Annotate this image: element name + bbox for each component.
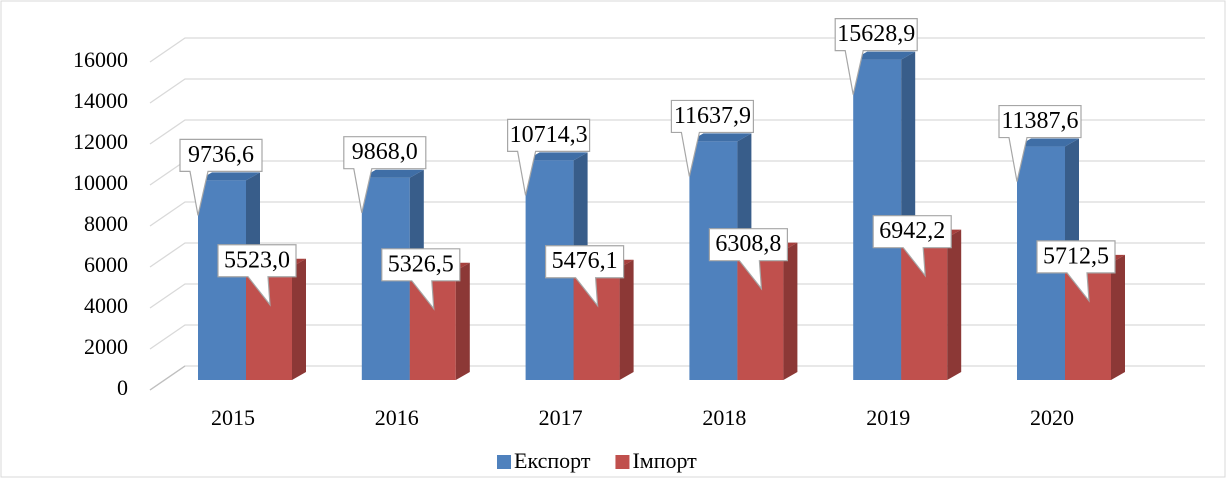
- callout: [217, 244, 297, 307]
- data-label: 11387,6: [1001, 108, 1078, 134]
- x-tick-label: 2020: [1030, 405, 1074, 430]
- bar-side: [292, 258, 306, 380]
- legend-label: Імпорт: [632, 448, 697, 473]
- bar: [573, 259, 634, 380]
- data-label: 15628,9: [837, 21, 915, 47]
- bar-top: [198, 172, 260, 181]
- y-tick-label: 6000: [84, 252, 128, 277]
- data-label: 5712,5: [1043, 243, 1109, 269]
- data-label: 5476,1: [552, 248, 618, 274]
- data-label: 6942,2: [879, 218, 945, 244]
- y-tick-label: 16000: [73, 47, 128, 72]
- callout: [179, 138, 263, 216]
- legend-swatch: [615, 455, 630, 469]
- y-tick-label: 4000: [84, 293, 128, 318]
- data-label: 9868,0: [352, 139, 418, 165]
- bar-top: [525, 152, 588, 161]
- bar-front: [198, 180, 246, 380]
- x-tick-label: 2018: [702, 405, 746, 430]
- bar-top: [1017, 138, 1079, 147]
- x-tick-label: 2015: [211, 405, 255, 430]
- y-tick-label: 0: [117, 375, 128, 400]
- callout: [670, 99, 754, 177]
- x-tick-label: 2019: [866, 405, 910, 430]
- callout: [834, 18, 918, 95]
- data-label: 5326,5: [388, 251, 454, 277]
- callout: [343, 136, 427, 213]
- data-label: 10714,3: [510, 122, 588, 148]
- y-tick-label: 10000: [73, 170, 128, 195]
- x-tick-label: 2016: [375, 405, 419, 430]
- callout: [545, 245, 625, 308]
- x-tick-label: 2017: [539, 405, 583, 430]
- data-label: 6308,8: [715, 231, 781, 257]
- bar-side: [619, 259, 634, 380]
- callout: [1036, 240, 1116, 303]
- callout: [381, 248, 461, 311]
- bar-top: [853, 51, 916, 60]
- data-label: 5523,0: [224, 247, 290, 273]
- y-tick-label: 12000: [73, 129, 128, 154]
- y-tick-label: 2000: [84, 334, 128, 359]
- bar-side: [455, 262, 470, 380]
- bar-side: [947, 229, 962, 380]
- legend-swatch: [497, 455, 511, 469]
- callout: [872, 215, 952, 278]
- bar-top: [689, 133, 752, 142]
- legend-label: Експорт: [514, 448, 591, 473]
- y-tick-label: 8000: [84, 211, 128, 236]
- callout: [507, 118, 591, 196]
- bar-side: [783, 242, 798, 380]
- data-label: 9736,6: [188, 142, 254, 168]
- callout: [708, 228, 788, 291]
- callout: [998, 104, 1082, 182]
- axis-line: [149, 365, 186, 391]
- bar-side: [1111, 254, 1125, 380]
- data-label: 11637,9: [674, 103, 751, 129]
- bar-top: [361, 169, 424, 178]
- y-tick-label: 14000: [73, 88, 128, 113]
